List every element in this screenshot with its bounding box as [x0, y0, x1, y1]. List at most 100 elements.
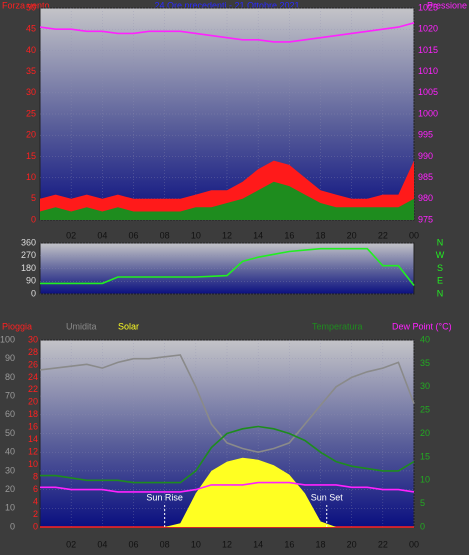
y3-tick-label: 16: [28, 422, 38, 432]
x-tick-label: 18: [315, 230, 325, 240]
x-tick-label: 22: [378, 230, 388, 240]
y2-tick-label: W: [436, 250, 445, 260]
y2-tick-label: 1005: [418, 87, 438, 97]
line: [40, 425, 415, 484]
x-tick-label: 00: [409, 539, 419, 549]
annotation: Sun Set: [311, 492, 344, 502]
legend-label: Solar: [118, 321, 139, 331]
y2-tick-label: 35: [420, 358, 430, 368]
x-tick-label: 10: [191, 230, 201, 240]
y2-tick-label: 15: [420, 451, 430, 461]
x-tick-label: 14: [253, 539, 263, 549]
y-tick-label: 360: [21, 237, 36, 247]
y-tick-label: 100: [0, 334, 15, 344]
y-tick-label: 30: [26, 87, 36, 97]
x-tick-label: 10: [191, 539, 201, 549]
y-axis-label: Forza vento: [2, 0, 50, 10]
legend-label: Dew Point (°C): [392, 321, 452, 331]
x-tick-label: 14: [253, 230, 263, 240]
y-tick-label: 50: [26, 2, 36, 12]
y2-axis-label: Pressione: [427, 0, 467, 10]
y3-tick-label: 18: [28, 409, 38, 419]
y-tick-label: 80: [5, 372, 15, 382]
legend-label: Temperatura: [312, 321, 363, 331]
y3-tick-label: 24: [28, 372, 38, 382]
y3-tick-label: 26: [28, 359, 38, 369]
y-tick-label: 60: [5, 409, 15, 419]
y3-tick-label: 0: [33, 521, 38, 531]
y3-tick-label: 20: [28, 397, 38, 407]
y2-tick-label: 40: [420, 334, 430, 344]
line: [40, 247, 415, 286]
y2-tick-label: N: [437, 288, 444, 298]
y3-tick-label: 4: [33, 496, 38, 506]
y2-tick-label: 25: [420, 405, 430, 415]
line: [39, 22, 415, 43]
y-tick-label: 180: [21, 263, 36, 273]
y3-tick-label: 22: [28, 384, 38, 394]
y-tick-label: 20: [26, 130, 36, 140]
y-tick-label: 40: [26, 45, 36, 55]
y2-tick-label: 990: [418, 151, 433, 161]
x-tick-label: 04: [97, 230, 107, 240]
y-tick-label: 0: [31, 214, 36, 224]
y2-tick-label: 1020: [418, 24, 438, 34]
x-tick-label: 20: [347, 230, 357, 240]
y3-tick-label: 6: [33, 484, 38, 494]
y2-tick-label: 5: [420, 498, 425, 508]
y2-tick-label: 10: [420, 475, 430, 485]
legend-label: Pioggia: [2, 321, 32, 331]
y2-tick-label: N: [437, 237, 444, 247]
x-tick-label: 08: [160, 230, 170, 240]
area: [40, 457, 414, 527]
y2-tick-label: 1015: [418, 45, 438, 55]
x-tick-label: 20: [347, 539, 357, 549]
y-tick-label: 270: [21, 250, 36, 260]
y2-tick-label: E: [437, 276, 443, 286]
x-tick-label: 18: [315, 539, 325, 549]
y3-tick-label: 12: [28, 447, 38, 457]
y-tick-label: 25: [26, 108, 36, 118]
x-tick-label: 00: [409, 230, 419, 240]
y3-tick-label: 8: [33, 472, 38, 482]
y2-tick-label: 30: [420, 381, 430, 391]
x-tick-label: 12: [222, 230, 232, 240]
line: [39, 354, 415, 454]
area: [40, 181, 414, 220]
y2-tick-label: 1025: [418, 2, 438, 12]
x-tick-label: 02: [66, 539, 76, 549]
y-tick-label: 50: [5, 428, 15, 438]
chart-title: 24 Ore precedenti - 21 Ottobre 2021: [154, 0, 299, 10]
y-tick-label: 10: [5, 503, 15, 513]
y2-tick-label: S: [437, 263, 443, 273]
y-tick-label: 0: [10, 521, 15, 531]
y-tick-label: 0: [31, 288, 36, 298]
x-tick-label: 02: [66, 230, 76, 240]
y-tick-label: 40: [5, 447, 15, 457]
x-tick-label: 06: [128, 539, 138, 549]
y-tick-label: 90: [26, 276, 36, 286]
y2-tick-label: 995: [418, 130, 433, 140]
y3-tick-label: 28: [28, 347, 38, 357]
x-tick-label: 12: [222, 539, 232, 549]
y2-tick-label: 985: [418, 172, 433, 182]
y2-tick-label: 1010: [418, 66, 438, 76]
y-tick-label: 30: [5, 465, 15, 475]
y3-tick-label: 30: [28, 334, 38, 344]
y-tick-label: 45: [26, 24, 36, 34]
y3-tick-label: 14: [28, 434, 38, 444]
x-tick-label: 16: [284, 230, 294, 240]
annotation: Sun Rise: [146, 492, 183, 502]
y-tick-label: 35: [26, 66, 36, 76]
y-tick-label: 20: [5, 484, 15, 494]
y-tick-label: 90: [5, 353, 15, 363]
y2-tick-label: 980: [418, 193, 433, 203]
x-tick-label: 04: [97, 539, 107, 549]
y2-tick-label: 0: [420, 521, 425, 531]
y2-tick-label: 20: [420, 428, 430, 438]
y3-tick-label: 2: [33, 509, 38, 519]
y-tick-label: 10: [26, 172, 36, 182]
y-tick-label: 5: [31, 193, 36, 203]
legend-label: Umidita: [66, 321, 97, 331]
